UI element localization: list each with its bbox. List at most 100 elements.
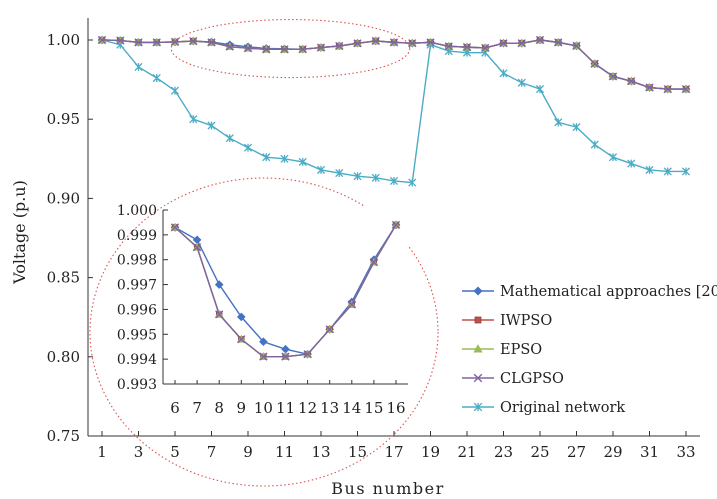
data-point (335, 168, 344, 178)
series-line (101, 39, 686, 184)
data-point (170, 37, 180, 46)
data-point (97, 35, 107, 45)
data-point (243, 143, 253, 152)
inset-data-point (281, 352, 290, 361)
data-point (335, 41, 344, 51)
data-point (207, 121, 216, 130)
x-tick-label: 21 (457, 443, 476, 461)
legend-label: Original network (500, 400, 625, 416)
data-point (207, 38, 216, 47)
data-point (353, 172, 362, 181)
inset-y-tick-label: 0.996 (117, 302, 157, 318)
inset-data-point (214, 280, 224, 289)
data-point (535, 35, 545, 45)
inset-y-tick-label: 0.998 (117, 253, 157, 269)
legend-label: Mathematical approaches [20] (500, 284, 717, 300)
x-tick-label: 11 (275, 443, 294, 461)
data-point (316, 43, 326, 52)
data-point (408, 39, 417, 48)
legend-label: EPSO (500, 342, 542, 358)
inset-y-tick-label: 1.000 (117, 203, 157, 219)
y-tick-label: 0.80 (47, 348, 80, 366)
y-tick-label: 0.75 (47, 427, 80, 445)
x-tick-label: 3 (134, 443, 144, 461)
inset-data-point (391, 220, 401, 230)
inset-x-tick-label: 10 (254, 399, 273, 417)
data-point (554, 118, 563, 127)
inset-x-tick-label: 11 (276, 399, 295, 417)
legend-item: Original network (462, 400, 625, 416)
legend-label: IWPSO (500, 313, 552, 329)
data-point (645, 165, 654, 174)
data-point (681, 85, 691, 94)
legend-label: CLGPSO (500, 371, 564, 387)
inset-y-tick-label: 0.994 (117, 352, 157, 368)
inset-x-tick-label: 12 (298, 399, 317, 417)
data-point (426, 38, 435, 47)
y-tick-label: 0.90 (47, 189, 80, 207)
data-point (134, 38, 143, 47)
inset-data-point (347, 300, 356, 309)
x-tick-label: 1 (97, 443, 107, 461)
highlight-ellipse (170, 18, 411, 79)
x-tick-label: 29 (603, 443, 622, 461)
data-point (444, 42, 453, 51)
data-point (298, 157, 307, 167)
data-point (627, 159, 636, 168)
data-point (535, 85, 545, 94)
data-point (499, 39, 508, 48)
data-point (152, 73, 161, 83)
data-point (389, 176, 399, 186)
inset-x-tick-label: 16 (386, 399, 405, 417)
inset-y-tick-label: 0.999 (117, 228, 157, 244)
data-point (663, 167, 672, 176)
data-point (554, 38, 563, 47)
legend-marker (473, 344, 483, 353)
inset-data-point (237, 335, 246, 344)
data-point (681, 167, 691, 176)
inset-data-point (236, 312, 246, 322)
data-point (663, 85, 672, 94)
data-point (645, 83, 654, 92)
data-point (371, 173, 380, 182)
inset-x-tick-label: 15 (364, 399, 383, 417)
inset-x-tick-label: 13 (320, 399, 339, 417)
data-point (189, 115, 198, 124)
data-point (134, 62, 143, 71)
legend-item: IWPSO (462, 313, 552, 329)
data-point (408, 178, 417, 187)
inset-data-point (369, 258, 378, 267)
inset-data-point (259, 337, 268, 347)
data-point (608, 72, 618, 81)
x-tick-label: 33 (676, 443, 695, 461)
data-point (225, 134, 234, 143)
x-tick-label: 17 (384, 443, 403, 461)
legend: Mathematical approaches [20] IWPSO EPSO CLG… (462, 284, 717, 416)
inset-data-point (325, 325, 334, 334)
inset-y-tick-label: 0.993 (117, 377, 157, 393)
legend-marker (474, 316, 482, 324)
legend-marker (473, 286, 483, 296)
x-tick-label: 27 (567, 443, 586, 461)
data-point (517, 39, 526, 48)
data-point (280, 45, 289, 54)
data-point (627, 77, 636, 86)
data-point (243, 44, 253, 53)
data-point (170, 86, 180, 95)
data-point (262, 45, 271, 54)
legend-item: EPSO (462, 342, 542, 358)
x-tick-label: 9 (243, 443, 253, 461)
x-tick-label: 7 (207, 443, 217, 461)
x-tick-label: 5 (170, 443, 180, 461)
inset-data-point (215, 310, 224, 319)
data-point (590, 59, 599, 68)
inset-data-point (259, 352, 268, 361)
y-tick-label: 1.00 (47, 31, 80, 49)
data-point (572, 41, 581, 50)
data-point (298, 45, 307, 54)
data-point (152, 38, 161, 47)
legend-item: CLGPSO (462, 371, 564, 387)
data-point (116, 36, 125, 45)
x-tick-label: 13 (311, 443, 330, 461)
